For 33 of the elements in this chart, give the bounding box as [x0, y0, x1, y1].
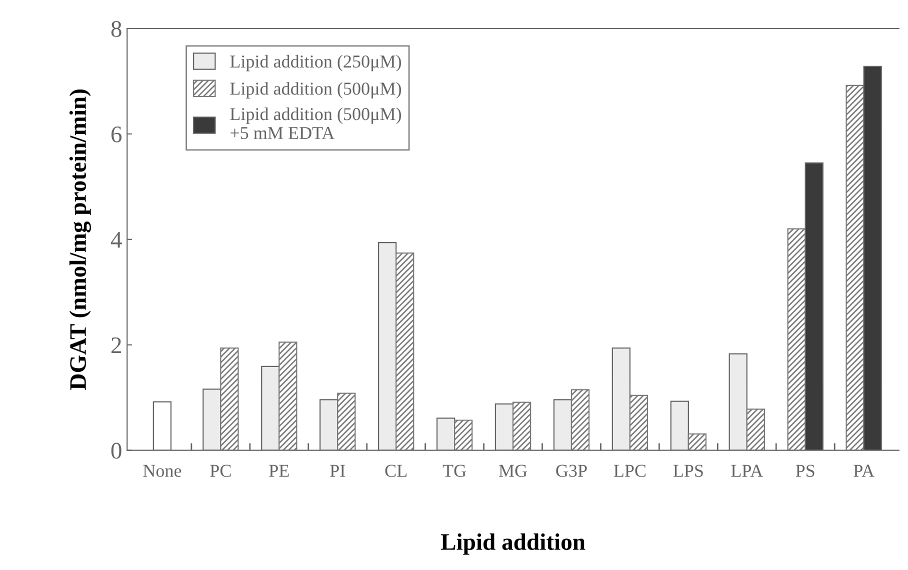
- x-tick-label: PS: [796, 464, 814, 477]
- bar: [396, 252, 414, 450]
- bar: [746, 408, 765, 450]
- x-tick-label: PI: [330, 464, 346, 477]
- x-tick-label: G3P: [556, 464, 587, 477]
- y-tick-label: 4: [110, 232, 122, 248]
- bar: [278, 342, 298, 450]
- x-axis-title: Lipid addition: [440, 533, 586, 555]
- x-tick-label: LPS: [673, 464, 703, 477]
- x-tick-label: TG: [442, 464, 466, 477]
- y-tick-label: 8: [111, 20, 122, 37]
- x-tick-label: PE: [269, 464, 289, 477]
- y-axis-title: DGAT (nmol/mg protein/min): [69, 90, 92, 390]
- x-tick-label: None: [143, 464, 182, 477]
- bar: [570, 389, 590, 450]
- y-tick-label: 0: [111, 442, 122, 459]
- y-tick-label: 2: [111, 337, 121, 354]
- bar: [629, 394, 648, 450]
- bar: [220, 347, 239, 450]
- bar: [337, 392, 356, 450]
- x-tick-label: PA: [854, 464, 874, 477]
- bar: [688, 433, 707, 450]
- x-tick-label: LPA: [731, 464, 763, 477]
- x-tick-label: CL: [385, 464, 407, 477]
- x-tick-label: LPC: [614, 464, 646, 477]
- legend-label: Lipid addition (250μM): [230, 54, 402, 72]
- x-tick-label: PC: [210, 464, 231, 477]
- legend-label: Lipid addition (500μM): [230, 82, 402, 98]
- legend-label: Lipid addition (500μM) +5 mM EDTA: [230, 107, 402, 140]
- bar: [512, 402, 532, 450]
- bar: [454, 420, 473, 450]
- y-tick-label: 6: [111, 126, 122, 142]
- x-tick-label: MG: [498, 464, 527, 477]
